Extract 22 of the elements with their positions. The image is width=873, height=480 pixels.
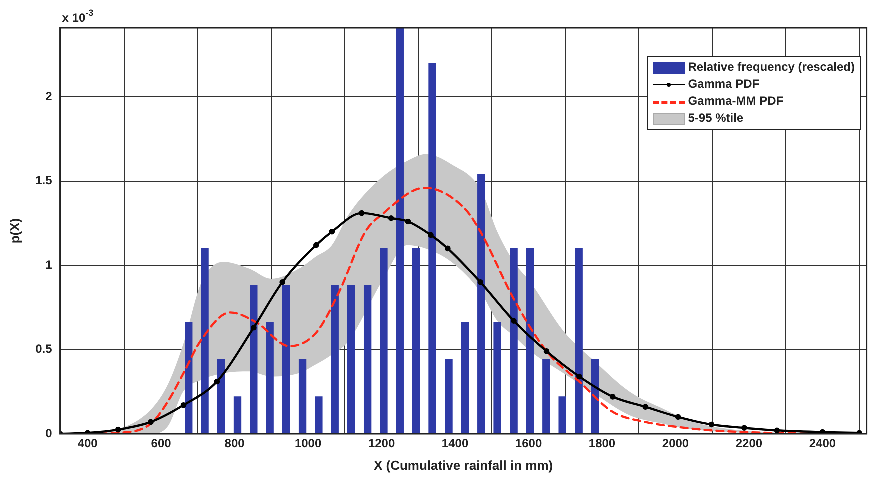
legend-label: Relative frequency (rescaled): [688, 59, 855, 76]
y-tick-label: 0.5: [36, 342, 53, 356]
x-tick-label: 2200: [736, 436, 763, 451]
x-tick-label: 1400: [442, 436, 469, 451]
y-axis-title: p(X): [7, 218, 22, 244]
x-tick-label: 2000: [662, 436, 690, 451]
x-axis-title: X (Cumulative rainfall in mm): [374, 458, 554, 473]
legend-label: 5-95 %tile: [688, 110, 744, 127]
legend-label: Gamma PDF: [688, 76, 760, 93]
x-tick-label: 600: [151, 436, 172, 451]
y-tick-label: 0: [46, 426, 53, 440]
x-tick-label: 1600: [515, 436, 542, 451]
x-tick-label: 1000: [294, 436, 322, 451]
y-tick-label: 2: [46, 89, 53, 104]
x-tick-label: 400: [78, 436, 98, 451]
legend-label: Gamma-MM PDF: [688, 93, 784, 110]
x-tick-label: 2400: [809, 436, 836, 451]
x-tick-label: 1800: [588, 436, 616, 451]
x-tick-label: 800: [224, 436, 246, 451]
x-tick-label: 1200: [368, 436, 396, 451]
y-tick-label: 1: [46, 258, 53, 272]
y-tick-label: 1.5: [36, 174, 53, 188]
